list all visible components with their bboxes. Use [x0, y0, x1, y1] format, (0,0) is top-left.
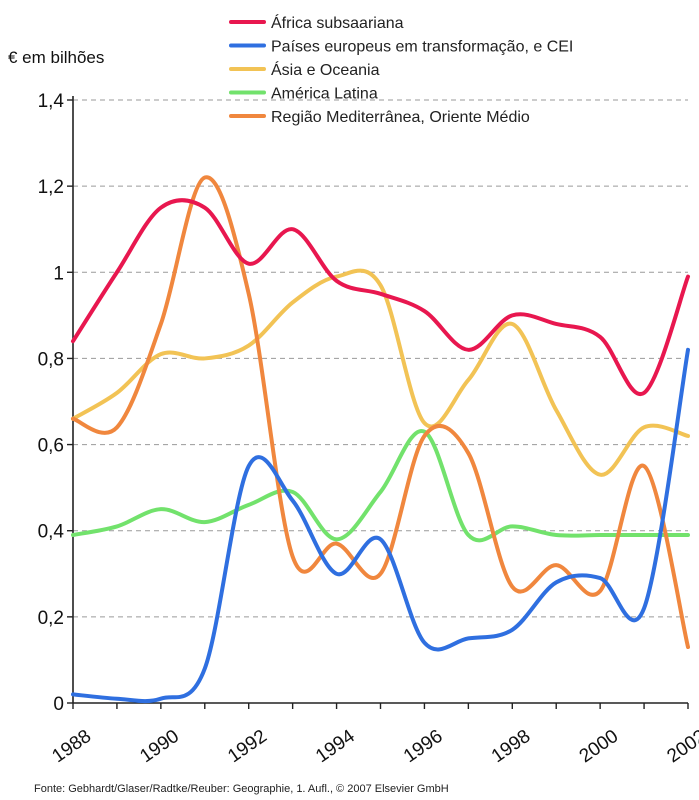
- y-tick-label: 0,8: [38, 349, 64, 370]
- legend-label: África subsaariana: [271, 13, 404, 32]
- x-tick-label: 1994: [312, 726, 359, 768]
- y-tick-label: 1,4: [38, 91, 65, 112]
- source-note: Fonte: Gebhardt/Glaser/Radtke/Reuber: Ge…: [34, 783, 449, 795]
- legend-label: América Latina: [271, 86, 378, 103]
- y-tick-label: 0: [53, 694, 64, 715]
- legend-label: Ásia e Oceania: [271, 60, 380, 79]
- axis-layer: 0 0,2 0,4 0,6 0,8 1 1,2 1,4 1988 1990 1992 1994 1996…: [38, 91, 699, 767]
- legend: África subsaariana Países europeus em tra…: [229, 13, 573, 126]
- y-tick-label: 0,2: [38, 608, 64, 629]
- y-tick-label: 1: [53, 263, 64, 284]
- series-line: [71, 268, 690, 477]
- x-tick-label: 2002: [664, 726, 699, 767]
- legend-label: Países europeus em transformação, e CEI: [271, 39, 573, 56]
- series-line: [71, 347, 690, 704]
- series-line: [71, 175, 690, 650]
- x-tick-label: 1988: [49, 726, 96, 767]
- x-tick-label: 1990: [136, 726, 183, 767]
- grid-layer: [73, 99, 688, 618]
- x-tick-label: 1996: [400, 726, 447, 767]
- y-tick-label: 0,4: [38, 522, 65, 543]
- series-line: [71, 429, 690, 543]
- y-tick-label: 0,6: [38, 436, 64, 457]
- x-tick-label: 1992: [224, 726, 271, 767]
- x-tick-label: 1998: [488, 726, 535, 767]
- series-layer: [71, 175, 690, 704]
- y-tick-label: 1,2: [38, 177, 64, 198]
- legend-label: Região Mediterrânea, Oriente Médio: [271, 109, 530, 126]
- x-tick-label: 2000: [576, 726, 623, 767]
- y-axis-unit-label: € em bilhões: [8, 48, 104, 67]
- series-line: [71, 198, 690, 397]
